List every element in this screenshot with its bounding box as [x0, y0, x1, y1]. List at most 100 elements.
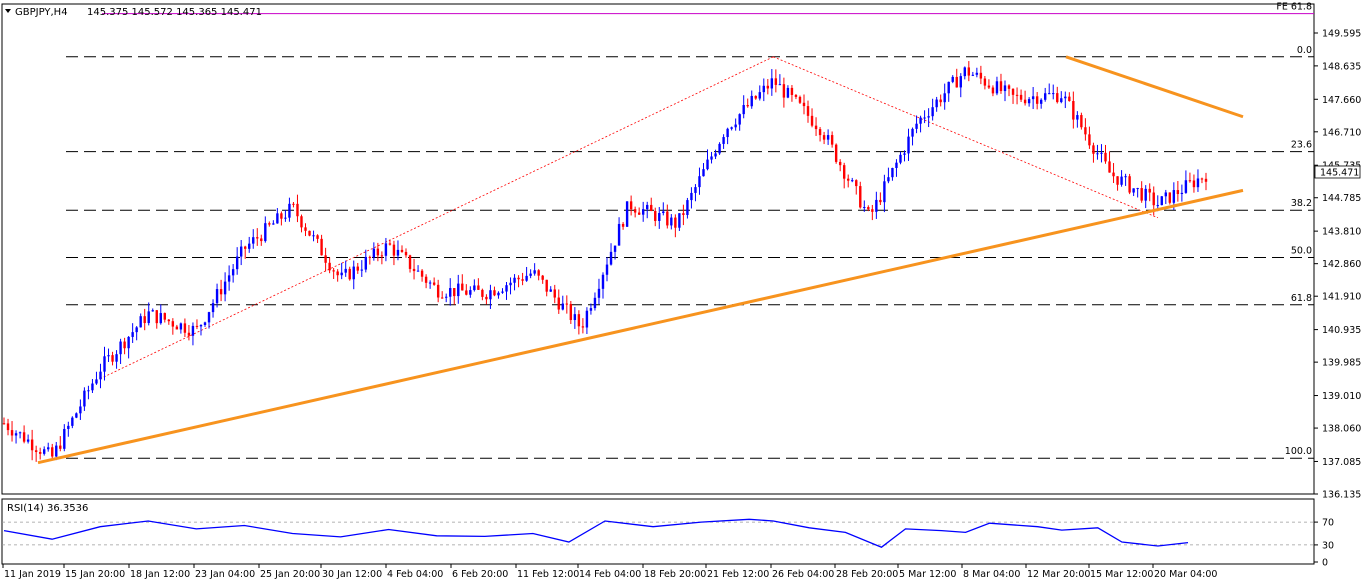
- candle-body: [698, 176, 701, 188]
- candle-body: [368, 256, 372, 258]
- candle-body: [1048, 93, 1051, 95]
- candle-body: [143, 316, 146, 324]
- candle-body: [871, 209, 874, 212]
- candle-body: [1204, 178, 1208, 182]
- current-price-tag: [1314, 165, 1361, 179]
- candle-body: [742, 105, 745, 115]
- candle-body: [1076, 115, 1079, 120]
- candle-body: [613, 245, 617, 252]
- collapse-triangle-icon[interactable]: [5, 9, 11, 13]
- candle-body: [875, 199, 878, 212]
- price-axis: 149.595148.635147.660146.710145.735144.7…: [1314, 29, 1361, 501]
- candle-body: [296, 203, 299, 217]
- candle-body: [838, 161, 842, 166]
- rsi-series: [2, 518, 1314, 548]
- swing-line-down: [773, 56, 1159, 219]
- candle-body: [963, 67, 966, 77]
- candle-body: [517, 277, 520, 280]
- candle-body: [1052, 93, 1055, 95]
- candle-body: [276, 213, 279, 224]
- candle-body: [621, 223, 625, 227]
- candle-body: [923, 117, 926, 119]
- candle-body: [26, 439, 30, 442]
- candle-body: [714, 153, 717, 157]
- candle-body: [151, 310, 154, 312]
- candle-body: [537, 270, 540, 276]
- candles: [2, 61, 1208, 462]
- candle-body: [995, 81, 999, 94]
- candle-body: [782, 84, 786, 98]
- candle-body: [95, 379, 98, 384]
- price-tick-label: 142.860: [1322, 259, 1361, 270]
- candle-body: [983, 78, 987, 86]
- candle-body: [915, 123, 918, 129]
- candle-body: [320, 238, 323, 256]
- candle-body: [553, 289, 556, 298]
- candle-body: [593, 297, 597, 309]
- candle-body: [268, 223, 271, 225]
- candle-body: [30, 439, 34, 451]
- candle-body: [734, 124, 737, 128]
- candle-body: [855, 180, 858, 187]
- rsi-tick-label: 30: [1322, 540, 1334, 551]
- candle-body: [404, 251, 408, 256]
- candle-body: [1156, 205, 1159, 207]
- candle-body: [203, 322, 207, 325]
- price-tick-label: 138.060: [1322, 424, 1361, 435]
- candle-body: [794, 94, 798, 97]
- candle-body: [1128, 176, 1131, 193]
- candle-body: [59, 445, 62, 449]
- candle-body: [179, 323, 183, 330]
- candle-body: [384, 243, 388, 256]
- candle-body: [497, 292, 500, 296]
- resistance-trendline: [1065, 55, 1244, 119]
- candle-body: [147, 311, 150, 324]
- rsi-label: RSI(14) 36.3536: [7, 503, 88, 514]
- candle-body: [887, 177, 890, 182]
- time-tick-label: 11 Jan 2019: [4, 569, 61, 580]
- candle-body: [774, 78, 778, 85]
- candle-body: [477, 285, 480, 290]
- candle-body: [400, 249, 404, 252]
- time-tick-label: 15 Mar 12:00: [1090, 569, 1153, 580]
- candle-body: [131, 332, 134, 337]
- candle-body: [589, 308, 593, 311]
- candle-body: [235, 256, 239, 270]
- candle-body: [1164, 192, 1167, 197]
- candle-body: [549, 289, 552, 292]
- price-tick-label: 144.785: [1322, 193, 1361, 204]
- candle-body: [231, 269, 235, 276]
- candle-body: [662, 211, 665, 214]
- price-tick-label: 149.595: [1322, 29, 1361, 40]
- candle-body: [879, 199, 882, 203]
- candle-body: [248, 243, 251, 249]
- candle-body: [1120, 176, 1123, 185]
- price-tick-label: 137.085: [1322, 457, 1361, 468]
- candle-body: [1084, 127, 1087, 135]
- candle-body: [91, 383, 94, 391]
- time-tick-label: 12 Mar 20:00: [1027, 569, 1090, 580]
- candle-body: [288, 203, 291, 218]
- candle-body: [746, 105, 749, 107]
- time-tick-label: 6 Feb 20:00: [452, 569, 508, 580]
- candle-body: [34, 450, 38, 453]
- candle-body: [581, 326, 585, 328]
- candle-body: [493, 290, 496, 296]
- symbol-label: GBPJPY,H4: [15, 7, 68, 18]
- candle-body: [264, 223, 267, 242]
- candle-body: [388, 243, 392, 245]
- candle-body: [360, 269, 363, 271]
- candle-body: [617, 223, 621, 246]
- candle-body: [1100, 152, 1103, 154]
- candle-body: [1015, 94, 1019, 96]
- candle-body: [1064, 96, 1067, 99]
- candle-body: [722, 137, 725, 144]
- time-tick-label: 18 Feb 20:00: [644, 569, 706, 580]
- candle-body: [758, 92, 761, 99]
- candle-body: [999, 81, 1003, 92]
- rsi-tick-label: 70: [1322, 518, 1334, 529]
- candle-body: [867, 207, 870, 210]
- candle-body: [75, 413, 78, 418]
- candle-body: [348, 268, 351, 280]
- candle-body: [754, 95, 757, 99]
